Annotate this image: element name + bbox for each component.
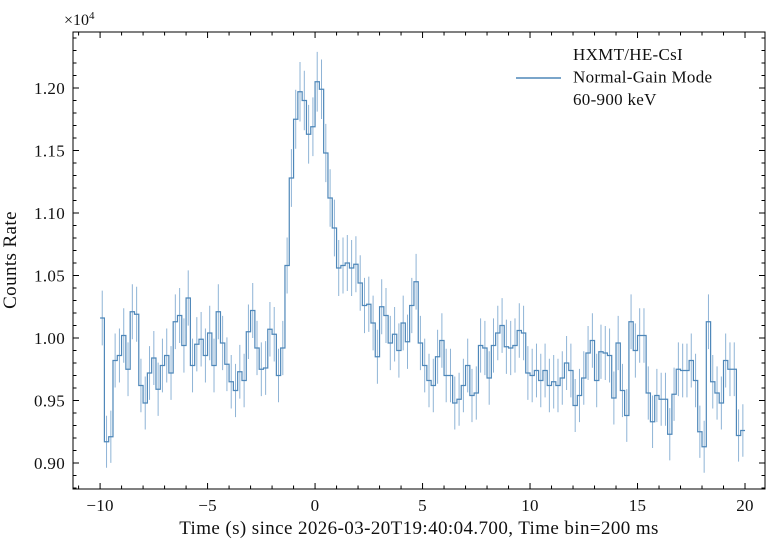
y-tick-label: 1.20 — [34, 79, 65, 98]
legend-line-1: HXMT/HE-CsI — [573, 45, 683, 64]
plot-frame — [72, 31, 766, 490]
legend-line-2: Normal-Gain Mode — [573, 68, 712, 87]
y-tick-label: 1.10 — [34, 204, 65, 223]
error-bars — [101, 51, 744, 473]
x-tick-label: −5 — [198, 496, 217, 515]
y-tick-label: 0.90 — [34, 454, 65, 473]
x-tick-labels: −10 −5 0 5 10 15 20 — [86, 496, 753, 515]
minor-ticks — [73, 32, 765, 489]
x-tick-label: −10 — [86, 496, 114, 515]
y-axis-offset-text: ×104 — [64, 10, 95, 29]
legend: HXMT/HE-CsI Normal-Gain Mode 60-900 keV — [516, 45, 712, 109]
step-line — [100, 81, 746, 448]
y-tick-label: 1.00 — [34, 329, 65, 348]
y-axis-label: Counts Rate — [0, 211, 21, 309]
legend-line-3: 60-900 keV — [573, 90, 657, 109]
x-axis-label: Time (s) since 2026-03-20T19:40:04.700, … — [179, 518, 659, 539]
y-tick-label: 0.95 — [34, 391, 65, 410]
y-tick-labels: 0.90 0.95 1.00 1.05 1.10 1.15 1.20 — [34, 79, 65, 473]
x-tick-label: 15 — [629, 496, 647, 515]
x-tick-label: 10 — [521, 496, 539, 515]
major-ticks — [73, 32, 765, 489]
x-tick-label: 5 — [418, 496, 427, 515]
y-tick-label: 1.05 — [34, 266, 65, 285]
y-tick-label: 1.15 — [34, 141, 65, 160]
x-tick-label: 0 — [311, 496, 320, 515]
x-tick-label: 20 — [736, 496, 754, 515]
